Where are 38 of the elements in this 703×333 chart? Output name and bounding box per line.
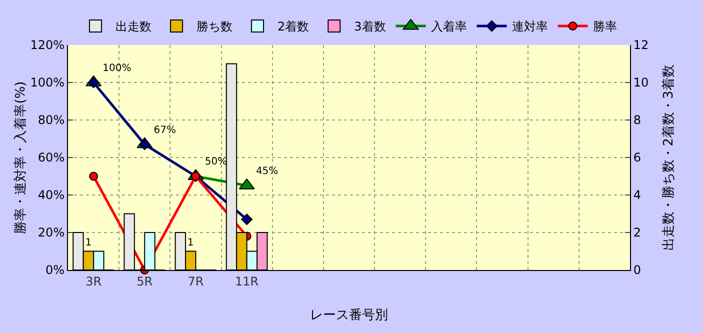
- y2-tick-label: 12: [633, 38, 649, 52]
- y-tick-label: 80%: [38, 113, 65, 128]
- point: [89, 172, 98, 181]
- x-tick-label: 11R: [235, 274, 259, 288]
- data-label: 1: [187, 237, 194, 248]
- data-label: 100%: [102, 62, 132, 74]
- y-tick-label: 40%: [38, 188, 65, 202]
- legend-label: 2着数: [278, 20, 310, 34]
- y2-tick-label: 6: [633, 150, 642, 165]
- y-tick-label: 100%: [30, 76, 65, 90]
- y2-tick-label: 8: [633, 113, 642, 128]
- y-tick-label: 120%: [30, 38, 65, 52]
- y-tick-label: 20%: [38, 226, 65, 240]
- point: [138, 138, 150, 150]
- x-tick-label: 7R: [188, 274, 204, 288]
- legend-label: 3着数: [354, 20, 386, 34]
- point: [88, 76, 100, 88]
- data-label: 67%: [154, 124, 176, 136]
- x-tick-label: 3R: [86, 274, 102, 288]
- data-label: 45%: [256, 166, 278, 178]
- y-tick-label: 60%: [38, 150, 65, 165]
- data-label: 1: [85, 237, 92, 248]
- y-axis-title: 勝率・連対率・入着率(%): [12, 81, 28, 234]
- y2-tick-label: 4: [633, 188, 642, 202]
- legend-label: 連対率: [512, 20, 548, 34]
- legend-label: 勝率: [592, 20, 617, 34]
- point: [241, 214, 253, 226]
- legend-label: 出走数: [116, 20, 152, 34]
- x-axis-title: レース番号別: [310, 308, 388, 323]
- legend-label: 入着率: [430, 20, 467, 34]
- x-tick-label: 5R: [136, 274, 153, 288]
- y2-axis-title: 出走数・勝ち数・2着数・3着数: [660, 64, 676, 250]
- y-tick-label: 0%: [46, 263, 65, 278]
- y2-tick-label: 10: [633, 76, 649, 90]
- y2-tick-label: 0: [633, 263, 642, 278]
- legend-label: 勝ち数: [196, 20, 232, 34]
- y2-tick-label: 2: [633, 226, 642, 240]
- data-label: 50%: [204, 156, 228, 168]
